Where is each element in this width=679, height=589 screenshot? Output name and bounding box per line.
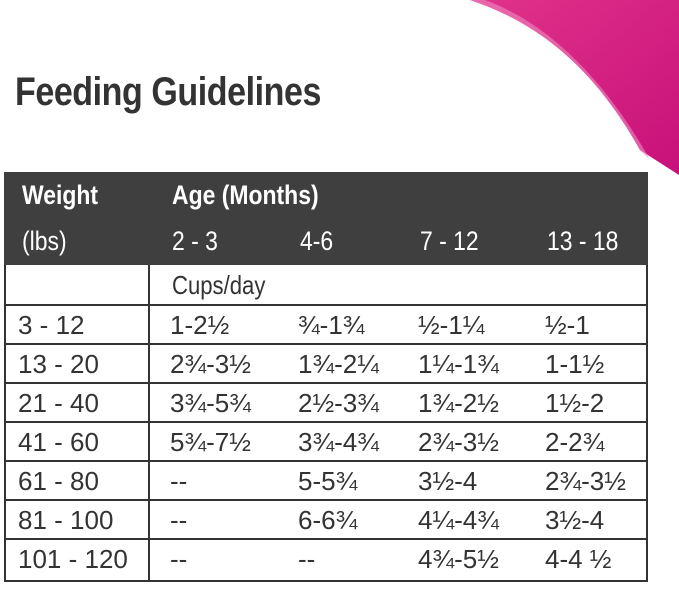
cups-cell: ½-1¼ xyxy=(418,310,485,340)
title: Feeding Guidelines xyxy=(15,70,321,114)
cups-cell: 4-4 ½ xyxy=(545,544,612,574)
row-divider xyxy=(4,499,648,501)
cups-cell: 2-2¾ xyxy=(545,427,605,457)
table-header xyxy=(4,172,648,265)
cups-cell: 6-6¾ xyxy=(298,505,358,535)
cups-cell: 3½-4 xyxy=(545,505,605,535)
age-header: 2 - 3 xyxy=(172,226,218,256)
cups-cell: 3¾-4¾ xyxy=(298,427,379,457)
column-divider xyxy=(148,265,150,582)
row-divider xyxy=(4,382,648,384)
column-header: Age (Months) xyxy=(172,180,319,210)
unit-label: Cups/day xyxy=(172,270,266,300)
cups-cell: 2¾-3½ xyxy=(418,427,499,457)
row-divider xyxy=(4,343,648,345)
cups-cell: 1¼-1¾ xyxy=(418,349,499,379)
weight-cell: 61 - 80 xyxy=(18,466,99,496)
cups-cell: 5¾-7½ xyxy=(170,427,251,457)
table-body xyxy=(4,265,648,582)
cups-cell: ¾-1¾ xyxy=(298,310,365,340)
cups-cell: ½-1 xyxy=(545,310,590,340)
cups-cell: 2¾-3½ xyxy=(170,349,251,379)
cups-cell: 1¾-2¼ xyxy=(298,349,379,379)
cups-cell: -- xyxy=(170,466,188,496)
cups-cell: 1¾-2½ xyxy=(418,388,499,418)
cups-cell: 2¾-3½ xyxy=(545,466,626,496)
cups-cell: 3½-4 xyxy=(418,466,478,496)
age-header: 7 - 12 xyxy=(420,226,479,256)
weight-cell: 81 - 100 xyxy=(18,505,114,535)
weight-cell: 3 - 12 xyxy=(18,310,85,340)
decor-swoosh xyxy=(470,0,679,175)
weight-cell: 13 - 20 xyxy=(18,349,99,379)
weight-cell: 101 - 120 xyxy=(18,544,128,574)
column-unit: (lbs) xyxy=(22,226,67,256)
row-divider xyxy=(4,421,648,423)
cups-cell: 4¾-5½ xyxy=(418,544,499,574)
cups-cell: 2½-3¾ xyxy=(298,388,379,418)
cups-cell: 5-5¾ xyxy=(298,466,358,496)
age-header: 4-6 xyxy=(300,226,334,256)
cups-cell: 3¾-5¾ xyxy=(170,388,251,418)
weight-cell: 41 - 60 xyxy=(18,427,99,457)
row-divider xyxy=(4,460,648,462)
cups-cell: 1-1½ xyxy=(545,349,605,379)
cups-cell: -- xyxy=(170,505,188,535)
age-header: 13 - 18 xyxy=(547,226,619,256)
row-divider xyxy=(4,538,648,540)
cups-cell: 1½-2 xyxy=(545,388,605,418)
cups-cell: 4¼-4¾ xyxy=(418,505,499,535)
cups-cell: -- xyxy=(170,544,188,574)
row-divider xyxy=(4,304,648,306)
cups-cell: 1-2½ xyxy=(170,310,230,340)
weight-cell: 21 - 40 xyxy=(18,388,99,418)
cups-cell: -- xyxy=(298,544,316,574)
column-header: Weight xyxy=(22,180,99,210)
